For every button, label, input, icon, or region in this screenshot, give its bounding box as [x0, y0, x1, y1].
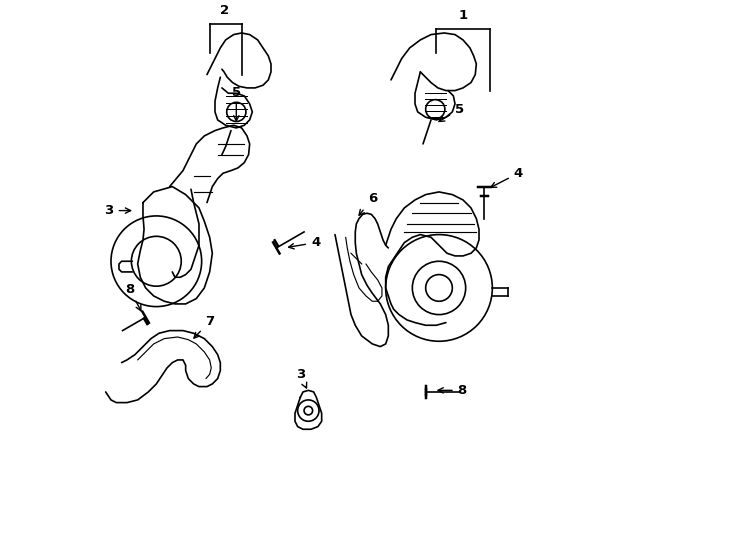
Text: 2: 2 [220, 4, 229, 17]
Text: 4: 4 [288, 236, 320, 249]
Text: 3: 3 [296, 368, 307, 388]
Text: 7: 7 [194, 315, 214, 338]
Text: 8: 8 [125, 283, 141, 310]
Text: 5: 5 [232, 85, 241, 121]
Text: 6: 6 [359, 192, 377, 215]
Text: 5: 5 [439, 103, 464, 122]
Text: 3: 3 [104, 204, 131, 217]
Text: 1: 1 [459, 9, 468, 22]
Text: 8: 8 [438, 384, 467, 397]
Text: 4: 4 [491, 167, 523, 187]
